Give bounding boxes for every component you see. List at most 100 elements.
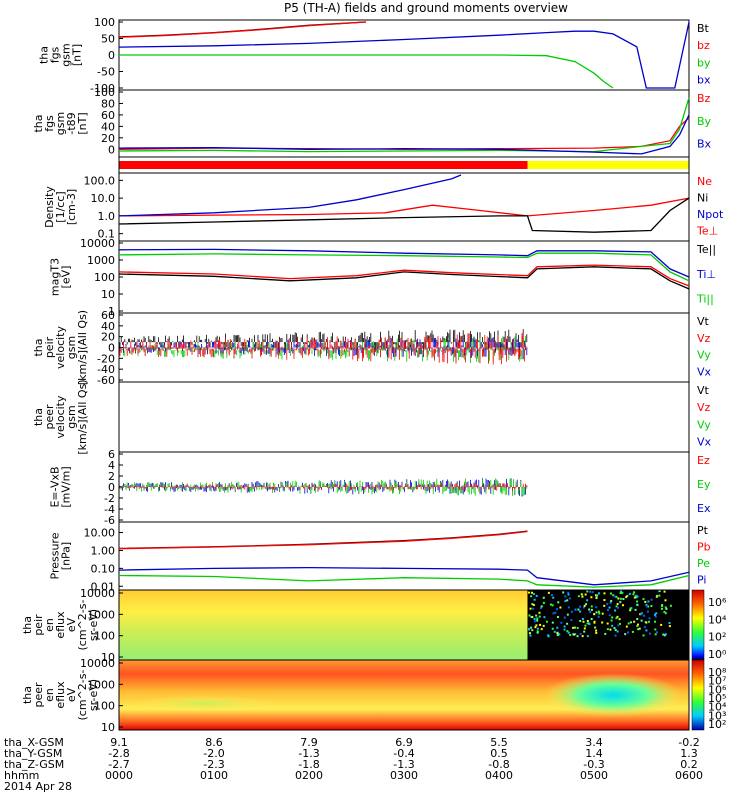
spectrogram-pixel — [580, 593, 583, 596]
spectrogram-pixel — [551, 621, 554, 624]
y-axis-label: eV — [65, 687, 78, 702]
spectrogram-pixel — [660, 623, 663, 626]
series-line-Ne — [118, 197, 690, 217]
footer-value: 0.5 — [490, 747, 508, 760]
panel-4: 10000 1000 100 10 1 magT3[eV] Te|| Ti⊥ Ti|| — [49, 237, 717, 318]
legend-entry: bz — [697, 39, 710, 52]
spectrogram-pixel — [595, 631, 598, 634]
spectrogram-pixel — [551, 604, 554, 607]
spectrogram-pixel — [569, 633, 572, 636]
legend-entry: Ex — [697, 502, 711, 515]
panel-frame — [118, 521, 690, 591]
spectrogram-pixel — [654, 615, 657, 618]
series-line-Ni — [118, 197, 690, 233]
y-axis-label: peir — [32, 614, 45, 636]
y-axis-label: tha — [32, 114, 45, 132]
spectrogram-pixel — [560, 621, 563, 624]
spectrogram-feature — [134, 695, 275, 712]
spectrogram-pixel — [528, 632, 531, 635]
y-axis-label: en — [43, 688, 56, 702]
spectrogram-pixel — [595, 611, 598, 614]
spectrogram-pixel — [570, 619, 573, 622]
spectrogram-pixel — [645, 603, 648, 606]
footer-value: 5.5 — [490, 736, 508, 749]
spectrogram-pixel — [586, 635, 589, 638]
spectrogram-pixel — [530, 626, 533, 629]
y-tick-label: -50 — [97, 66, 115, 79]
spectrogram-pixel — [655, 631, 658, 634]
footer-row-label: tha_Y-GSM — [4, 747, 62, 760]
panel-2 — [118, 156, 690, 174]
y-axis-label: -t89 — [65, 112, 78, 134]
colorbar-tick-label: 10² — [708, 631, 726, 644]
spectrogram-pixel — [595, 629, 598, 632]
y-tick-label: 1.0 — [98, 210, 116, 223]
footer-value: -2.8 — [108, 747, 129, 760]
spectrogram-pixel — [581, 617, 584, 620]
colorbar-tick-label: 10⁸ — [708, 666, 727, 679]
spectrogram-pixel — [534, 626, 537, 629]
colorbar-tick-label: 10⁰ — [708, 648, 727, 661]
y-axis-label: sr-eV) — [87, 609, 100, 641]
y-tick-label: -2 — [104, 492, 115, 505]
spectrogram-pixel — [563, 628, 566, 631]
footer-value: -1.3 — [393, 758, 414, 771]
spectrogram-pixel — [589, 611, 592, 614]
y-axis-label: fgs — [43, 115, 56, 132]
spectrogram-pixel — [628, 592, 631, 595]
y-tick-label: 10.00 — [84, 527, 116, 540]
spectrogram-pixel — [531, 629, 534, 632]
spectrogram-pixel — [604, 632, 607, 635]
spectrogram-pixel — [626, 594, 629, 597]
y-axis-label: [km/s](All Qs) — [76, 310, 89, 385]
spectrogram-pixel — [608, 606, 611, 609]
footer-value: 0600 — [675, 769, 703, 782]
spectrogram-pixel — [627, 631, 630, 634]
series-line-bx — [118, 21, 690, 89]
spectrogram-pixel — [568, 597, 571, 600]
spectrogram-pixel — [664, 606, 667, 609]
y-axis-label: peer — [43, 404, 56, 430]
spectrogram-pixel — [528, 591, 531, 594]
series-line-By — [118, 97, 690, 153]
footer-value: 1.3 — [680, 747, 698, 760]
footer-value: 8.6 — [205, 736, 223, 749]
y-axis-label: eflux — [54, 681, 67, 709]
spectrogram-pixel — [536, 617, 539, 620]
spectrogram-pixel — [642, 634, 645, 637]
spectrogram-pixel — [648, 617, 651, 620]
spectrogram-pixel — [543, 616, 546, 619]
y-tick-label: -60 — [97, 374, 115, 387]
y-axis-label: peir — [43, 336, 56, 358]
spectrogram-pixel — [579, 632, 582, 635]
spectrogram-pixel — [603, 592, 606, 595]
spectrogram-pixel — [650, 605, 653, 608]
y-axis-label: Pressure — [49, 532, 62, 579]
spectrogram-pixel — [648, 632, 651, 635]
colorbar-tick-label: 10² — [708, 718, 726, 731]
spectrogram-pixel — [629, 609, 632, 612]
y-axis-label: gsm — [54, 112, 67, 135]
footer-value: -2.3 — [203, 758, 224, 771]
spectrogram-pixel — [532, 593, 535, 596]
footer-value: 1.4 — [585, 747, 603, 760]
spectrogram-pixel — [563, 625, 566, 628]
y-axis-label: gsm — [65, 405, 78, 428]
spectrogram-pixel — [658, 590, 661, 593]
y-tick-label: -4 — [104, 503, 115, 516]
y-axis-label: (cm^2-s- — [76, 600, 89, 651]
figure-title: P5 (TH-A) fields and ground moments over… — [284, 1, 568, 15]
colorbar-tick-label: 10⁴ — [708, 701, 727, 714]
spectrogram-pixel — [551, 627, 554, 630]
spectrogram-pixel — [532, 603, 535, 606]
flag-segment — [119, 161, 528, 169]
spectrogram-pixel — [617, 624, 620, 627]
spectrogram-pixel — [609, 601, 612, 604]
footer-row-label: 2014 Apr 28 — [4, 780, 72, 793]
y-tick-label: -100 — [90, 82, 115, 95]
y-tick-label: 10000 — [80, 657, 115, 670]
spectrogram-pixel — [584, 593, 587, 596]
spectrogram-pixel — [608, 614, 611, 617]
